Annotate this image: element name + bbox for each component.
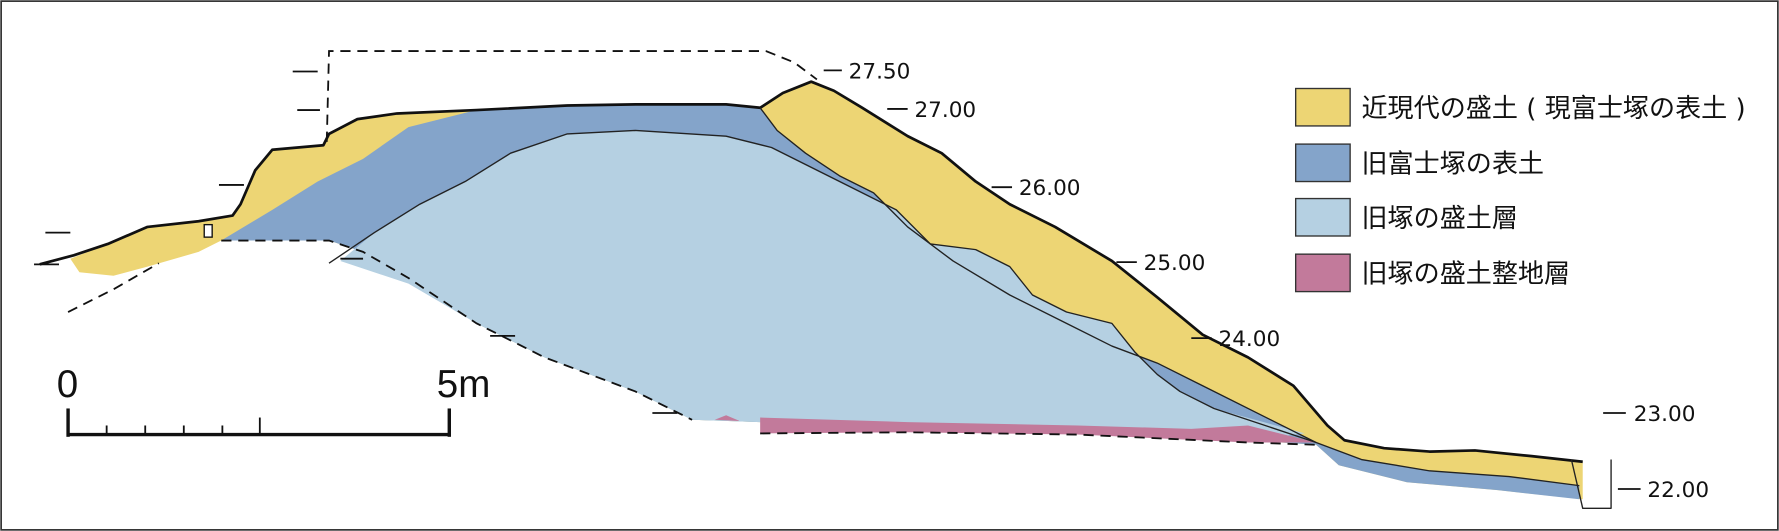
scale-start-label: 0 [57, 363, 78, 406]
elevation-ticks-left [34, 70, 678, 414]
legend-swatch-old-topsoil [1294, 143, 1351, 183]
ground-surface-line [39, 80, 1583, 464]
elevation-label: 22.00 [1647, 478, 1709, 503]
elevation-labels: 27.50 27.00 26.00 25.00 24.00 23.00 22.0… [823, 59, 1709, 503]
legend-label: 旧富士塚の表土 [1361, 149, 1544, 179]
legend-label: 旧塚の盛土層 [1361, 204, 1517, 234]
former-mound-outline [325, 50, 818, 142]
elevation-label: 27.00 [914, 98, 976, 123]
stone-marker [203, 223, 213, 238]
end-box [1570, 459, 1612, 509]
boundary-line [328, 129, 1317, 444]
elevation-label: 24.00 [1219, 327, 1281, 352]
legend-label: 近現代の盛土 ( 現富士塚の表土 ) [1361, 94, 1745, 124]
old-ground-line [67, 262, 160, 313]
elevation-label: 25.00 [1144, 251, 1206, 276]
layer-old-leveling [760, 417, 1317, 443]
layer-old-mound-fill [340, 130, 1305, 441]
scale-end-label: 5m [437, 363, 491, 406]
old-ground-line [221, 239, 693, 421]
legend-label: 旧塚の盛土整地層 [1361, 260, 1570, 290]
boundary-line [759, 107, 1580, 487]
legend: 近現代の盛土 ( 現富士塚の表土 ) 旧富士塚の表土 旧塚の盛土層 旧塚の盛土整… [1294, 87, 1746, 293]
legend-swatch-modern-fill [1294, 87, 1351, 127]
elevation-label: 23.00 [1634, 402, 1696, 427]
elevation-label: 26.00 [1019, 176, 1081, 201]
layer-old-leveling-small [714, 415, 740, 421]
legend-swatch-old-mound-fill [1294, 197, 1351, 237]
old-ground-line [760, 431, 1317, 446]
scale-bar: 0 5m [57, 363, 491, 437]
legend-swatch-old-leveling [1294, 253, 1351, 293]
elevation-label: 27.50 [849, 59, 911, 84]
